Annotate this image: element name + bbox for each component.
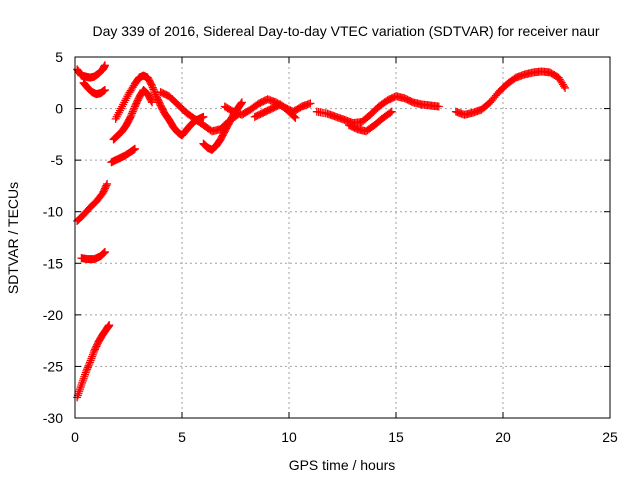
- y-tick-label: -30: [43, 410, 63, 426]
- data-point: [149, 85, 158, 94]
- y-tick-label: -20: [43, 307, 63, 323]
- data-point: [128, 107, 137, 116]
- data-point: [148, 83, 157, 92]
- series-arc-n: [77, 247, 109, 264]
- data-point: [434, 102, 443, 111]
- series-arc-m: [73, 179, 112, 225]
- data-point: [82, 366, 91, 375]
- x-tick-label: 10: [281, 429, 297, 445]
- data-point: [559, 82, 568, 91]
- data-point: [100, 86, 109, 95]
- data-point: [306, 99, 315, 108]
- data-point: [88, 352, 97, 361]
- data-point: [80, 370, 89, 379]
- data-point: [150, 88, 159, 97]
- data-point: [78, 376, 87, 385]
- data-point: [150, 87, 159, 96]
- data-point: [290, 112, 299, 121]
- series-arc-e: [107, 144, 139, 167]
- series-arc-c: [111, 71, 208, 140]
- grid: [75, 57, 610, 418]
- y-tick-label: 5: [55, 49, 63, 65]
- data-point: [79, 374, 88, 383]
- series-arc-d: [109, 86, 157, 144]
- y-tick-label: -15: [43, 255, 63, 271]
- data-point: [100, 248, 109, 257]
- data-point: [99, 249, 108, 258]
- data-point: [105, 321, 114, 330]
- series-arc-l: [451, 67, 570, 119]
- data-point: [199, 112, 208, 121]
- data-point: [130, 144, 139, 153]
- chart-title: Day 339 of 2016, Sidereal Day-to-day VTE…: [92, 23, 599, 39]
- data-point: [89, 348, 98, 357]
- data-point: [76, 383, 85, 392]
- data-point: [561, 83, 570, 92]
- x-tick-label: 0: [71, 429, 79, 445]
- series-arc-k: [344, 107, 396, 136]
- data-point: [386, 108, 395, 117]
- data-point: [128, 109, 137, 118]
- data-point: [78, 378, 87, 387]
- data-point: [237, 98, 246, 107]
- series-arc-o: [73, 321, 114, 402]
- series-arc-a: [73, 61, 109, 82]
- data-point: [80, 372, 89, 381]
- data-point: [102, 181, 111, 190]
- series-arc-i: [250, 100, 300, 122]
- data-point: [148, 81, 157, 90]
- data-point: [127, 111, 136, 120]
- data-point: [147, 97, 156, 106]
- y-axis-label: SDTVAR / TECUs: [5, 182, 21, 294]
- y-tick-label: -5: [51, 152, 64, 168]
- plot-frame: [74, 56, 611, 419]
- data-point: [100, 61, 109, 70]
- data-point: [77, 380, 86, 389]
- data-point: [126, 112, 135, 121]
- x-tick-label: 25: [602, 429, 618, 445]
- data-point: [81, 368, 90, 377]
- y-tick-label: 0: [55, 101, 63, 117]
- data-point: [85, 358, 94, 367]
- data-point: [129, 105, 138, 114]
- y-tick-label: -10: [43, 204, 63, 220]
- data-point: [83, 363, 92, 372]
- data-point: [86, 356, 95, 365]
- data-point: [87, 354, 96, 363]
- series-arc-b: [79, 78, 109, 99]
- x-tick-label: 5: [178, 429, 186, 445]
- data-point: [103, 179, 112, 188]
- axis-ticks: 0 5 10 15 20 25 -30 -25 -20 -15 -10 -5 0 5: [43, 49, 618, 445]
- data-point: [148, 98, 157, 107]
- data-point: [291, 113, 300, 122]
- data-point: [85, 360, 94, 369]
- data-point: [74, 389, 83, 398]
- data-point: [73, 393, 82, 402]
- x-tick-label: 15: [388, 429, 404, 445]
- x-tick-label: 20: [495, 429, 511, 445]
- data-point: [100, 247, 109, 256]
- data-point: [84, 361, 93, 370]
- y-tick-label: -25: [43, 358, 63, 374]
- data-point: [75, 385, 84, 394]
- data-point: [387, 107, 396, 116]
- data-point: [75, 387, 84, 396]
- x-axis-label: GPS time / hours: [289, 457, 396, 473]
- data-point: [83, 365, 92, 374]
- data-points: [73, 61, 570, 402]
- data-point: [88, 350, 97, 359]
- data-point: [237, 99, 246, 108]
